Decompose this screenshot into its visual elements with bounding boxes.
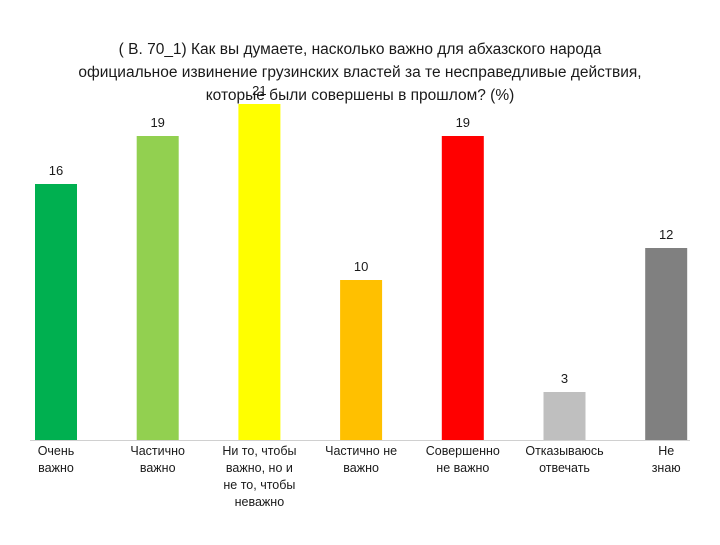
category-label-3-line-1: Ни то, чтобы xyxy=(222,444,296,458)
bar-6 xyxy=(543,392,586,440)
category-label-1-line-1: Очень xyxy=(38,444,75,458)
category-label-2-line-2: важно xyxy=(140,461,176,475)
chart-title: ( В. 70_1) Как вы думаете, насколько важ… xyxy=(78,41,642,104)
bar-1 xyxy=(35,184,77,440)
bar-4 xyxy=(340,280,383,440)
category-label-7-line-2: знаю xyxy=(652,461,681,475)
data-label-2: 19 xyxy=(150,115,164,130)
data-label-3: 21 xyxy=(252,83,266,98)
bar-7 xyxy=(645,248,688,440)
category-label-2-line-1: Частично xyxy=(130,444,185,458)
category-label-5-line-2: не важно xyxy=(436,461,489,475)
data-label-1: 16 xyxy=(49,163,63,178)
category-label-4-line-1: Частично не xyxy=(325,444,397,458)
category-label-3-line-2: важно, но и xyxy=(226,461,293,475)
category-label-5-line-1: Совершенно xyxy=(426,444,500,458)
bar-2 xyxy=(136,136,179,440)
data-label-5: 19 xyxy=(456,115,470,130)
category-label-3-line-3: не то, чтобы xyxy=(223,478,295,492)
category-label-7-line-1: Не xyxy=(658,444,674,458)
category-label-3-line-4: неважно xyxy=(235,495,285,509)
data-label-7: 12 xyxy=(659,227,673,242)
bar-3 xyxy=(238,104,281,440)
category-label-4-line-2: важно xyxy=(343,461,379,475)
category-label-6-line-1: Отказываюсь xyxy=(525,444,603,458)
category-label-6-line-2: отвечать xyxy=(539,461,590,475)
category-label-1-line-2: важно xyxy=(38,461,74,475)
data-label-6: 3 xyxy=(561,371,568,386)
bar-5 xyxy=(441,136,484,440)
data-label-4: 10 xyxy=(354,259,368,274)
